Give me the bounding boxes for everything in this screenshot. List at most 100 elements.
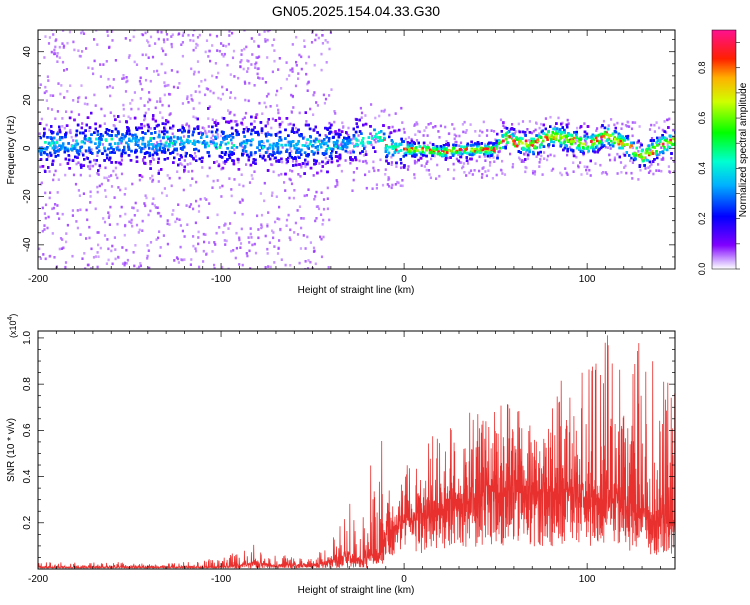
spectrogram-cell (186, 223, 189, 226)
spectrogram-cell (213, 24, 215, 27)
spectrogram-cell (76, 279, 78, 282)
spectrogram-cell (132, 251, 135, 254)
spectrogram-cell (129, 102, 132, 105)
spectrogram-cell (143, 104, 146, 107)
spectrogram-cell (401, 184, 404, 188)
spectrogram-cell (271, 70, 274, 74)
spectrogram-cell (141, 53, 144, 57)
spectrogram-cell (57, 82, 60, 85)
spectrogram-cell (304, 161, 307, 164)
spectrogram-cell (368, 170, 371, 173)
spectrogram-cell (352, 178, 355, 182)
spectrogram-cell (427, 169, 430, 172)
spectrogram-cell (280, 87, 283, 90)
spectrogram-cell (243, 152, 246, 155)
spectrogram-cell (584, 140, 587, 143)
spectrogram-cell (111, 86, 114, 89)
spectrogram-cell (100, 182, 103, 186)
spectrogram-cell (111, 262, 114, 266)
spectrogram-cell (312, 93, 315, 97)
spectrogram-cell (186, 163, 189, 166)
spectrogram-cell (273, 245, 276, 248)
spectrogram-cell (144, 31, 147, 35)
spectrogram-cell (238, 263, 241, 266)
spectrogram-cell (96, 172, 99, 175)
spectrogram-cell (420, 164, 423, 167)
spectrogram-cell (492, 156, 495, 159)
spectrogram-cell (241, 212, 244, 216)
spectrogram-cell (559, 171, 562, 175)
spectrogram-cell (624, 124, 627, 127)
spectrogram-cell (277, 108, 280, 112)
spectrogram-cell (170, 42, 173, 46)
spectrogram-cell (243, 80, 246, 84)
spectrogram-cell (199, 131, 202, 134)
spectrogram-cell (71, 254, 74, 258)
spectrogram-cell (75, 162, 78, 166)
spectrogram-cell (327, 266, 330, 269)
spectrogram-cell (576, 126, 579, 130)
spectrogram-cell (221, 85, 224, 89)
spectrogram-cell (586, 165, 589, 169)
spectrogram-cell (135, 223, 139, 227)
spectrogram-cell (300, 226, 303, 230)
spectrogram-cell (44, 35, 47, 38)
spectrogram-cell (269, 265, 272, 269)
spectrogram-cell (158, 211, 161, 215)
spectrogram-cell (644, 167, 647, 170)
spectrogram-cell (295, 64, 298, 67)
spectrogram-cell (63, 278, 65, 281)
spectrogram-cell (79, 208, 82, 212)
spectrogram-cell (526, 157, 530, 160)
spectrogram-cell (346, 151, 349, 154)
spectrogram-cell (161, 191, 164, 195)
spectrogram-cell (211, 74, 214, 78)
spectrogram-cell (206, 87, 210, 91)
spectrogram-cell (187, 33, 190, 37)
spectrogram-cell (436, 163, 439, 167)
spectrogram-cell (502, 124, 505, 127)
spectrogram-cell (189, 39, 192, 42)
spectrogram-cell (165, 33, 169, 36)
spectrogram-cell (624, 164, 627, 168)
spectrogram-cell (190, 258, 193, 261)
spectrogram-cell (546, 158, 549, 162)
spectrogram-cell (178, 218, 181, 221)
spectrogram-cell (53, 51, 56, 55)
spectrogram-cell (484, 170, 487, 173)
spectrogram-cell (81, 152, 84, 155)
spectrogram-cell (638, 145, 641, 149)
spectrogram-cell (566, 118, 569, 122)
spectrogram-cell (662, 158, 665, 161)
spectrogram-cell (673, 170, 675, 173)
spectrogram-cell (373, 138, 376, 142)
spectrogram-cell (160, 47, 163, 50)
spectrogram-cell (53, 27, 55, 30)
spectrogram-cell (192, 244, 195, 248)
spectrogram-cell (240, 173, 243, 176)
spectrogram-cell (44, 203, 48, 207)
spectrogram-cell (478, 155, 481, 159)
spectrogram-cell (88, 225, 91, 229)
spectrogram-cell (245, 45, 248, 49)
spectrogram-cell (253, 170, 256, 173)
spectrogram-cell (119, 188, 122, 192)
spectrogram-cell (179, 224, 182, 227)
spectrogram-cell (149, 35, 153, 39)
spectrogram-cell (220, 53, 224, 56)
spectrogram-cell (395, 129, 398, 133)
spectrogram-cell (141, 159, 145, 163)
spectrogram-cell (440, 148, 443, 152)
spectrogram-cell (199, 197, 202, 201)
spectrogram-cell (98, 24, 100, 27)
spectrogram-cell (193, 30, 196, 32)
spectrogram-cell (304, 260, 307, 263)
spectrogram-cell (413, 161, 417, 165)
spectrogram-cell (271, 117, 274, 121)
spectrogram-cell (103, 122, 106, 125)
spectrogram-cell (191, 177, 194, 180)
spectrogram-cell (186, 97, 189, 101)
spectrogram-cell (631, 177, 634, 180)
spectrogram-cell (237, 160, 240, 164)
spectrogram-cell (43, 212, 46, 215)
